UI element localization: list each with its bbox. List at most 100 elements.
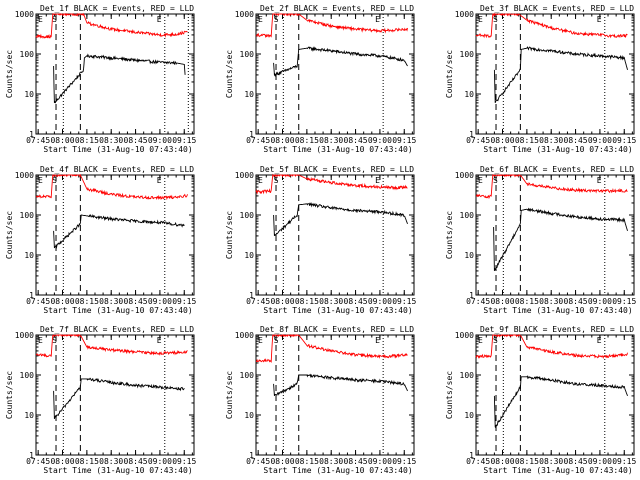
chart-title: Det_2f BLACK = Events, RED = LLD — [260, 4, 414, 13]
x-axis-label: Start Time (31-Aug-10 07:43:40) — [263, 466, 412, 475]
chart-title: Det_8f BLACK = Events, RED = LLD — [260, 325, 414, 334]
e-marker-label: E — [258, 336, 263, 345]
x-axis-label: Start Time (31-Aug-10 07:43:40) — [263, 145, 412, 154]
x-tick-label: 07:45 — [246, 297, 270, 306]
x-tick-label: 07:45 — [466, 297, 490, 306]
x-tick-label: 08:00 — [490, 457, 514, 466]
y-tick-label: 10 — [464, 411, 474, 420]
x-tick-label: 08:45 — [124, 297, 148, 306]
e-marker-label: E — [38, 336, 43, 345]
chart-panel: Det_6f BLACK = Events, RED = LLD Counts/s… — [445, 165, 636, 315]
lld-series-line — [255, 173, 408, 195]
y-tick-label: 10 — [24, 411, 34, 420]
y-tick-label: 10 — [464, 90, 474, 99]
x-tick-label: 09:15 — [392, 136, 416, 145]
s-marker-label: S — [52, 176, 57, 185]
x-tick-label: 08:00 — [270, 457, 294, 466]
y-tick-label: 10 — [464, 251, 474, 260]
e-marker-label: E — [375, 176, 380, 185]
x-tick-label: 08:45 — [564, 136, 588, 145]
y-tick-label: 1 — [29, 451, 34, 460]
x-tick-label: 07:45 — [466, 457, 490, 466]
y-tick-label: 1 — [469, 291, 474, 300]
e-marker-label: E — [157, 15, 162, 24]
x-tick-label: 08:15 — [75, 457, 99, 466]
y-axis-label: Counts/sec — [445, 211, 454, 259]
y-tick-label: 100 — [240, 211, 255, 220]
chart-panel: Det_4f BLACK = Events, RED = LLD Counts/s… — [5, 165, 196, 315]
y-tick-label: 10 — [24, 90, 34, 99]
e-marker-label: E — [478, 176, 483, 185]
y-tick-label: 1000 — [235, 331, 254, 340]
chart-title: Det_7f BLACK = Events, RED = LLD — [40, 325, 194, 334]
y-axis-label: Counts/sec — [5, 50, 14, 98]
x-axis-label: Start Time (31-Aug-10 07:43:40) — [483, 145, 632, 154]
chart-panel: Det_8f BLACK = Events, RED = LLD Counts/s… — [225, 325, 416, 475]
x-tick-label: 08:15 — [295, 457, 319, 466]
y-axis-label: Counts/sec — [445, 371, 454, 419]
x-tick-label: 09:00 — [368, 136, 392, 145]
x-tick-label: 08:30 — [319, 457, 343, 466]
y-tick-label: 10 — [24, 251, 34, 260]
y-tick-label: 100 — [240, 371, 255, 380]
events-series-line — [273, 373, 408, 397]
x-tick-label: 08:00 — [50, 136, 74, 145]
x-tick-label: 08:30 — [99, 297, 123, 306]
chart-title: Det_6f BLACK = Events, RED = LLD — [480, 165, 634, 174]
y-tick-label: 10 — [244, 411, 254, 420]
x-tick-label: 08:00 — [50, 457, 74, 466]
x-tick-label: 08:45 — [124, 457, 148, 466]
e-marker-label: E — [478, 15, 483, 24]
x-tick-label: 09:15 — [172, 297, 196, 306]
events-series-line — [53, 53, 186, 104]
s-marker-label: S — [274, 176, 279, 185]
events-series-line — [53, 214, 185, 249]
events-series-line — [493, 207, 628, 272]
y-tick-label: 10 — [244, 90, 254, 99]
plot-frame — [475, 334, 635, 456]
plot-frame — [35, 174, 195, 296]
x-tick-label: 07:45 — [246, 457, 270, 466]
lld-series-line — [475, 334, 628, 359]
chart-panel: Det_1f BLACK = Events, RED = LLD Counts/s… — [5, 4, 196, 154]
y-tick-label: 100 — [20, 371, 35, 380]
y-tick-label: 1000 — [15, 10, 34, 19]
x-tick-label: 08:45 — [344, 136, 368, 145]
y-axis-label: Counts/sec — [225, 211, 234, 259]
plot-frame — [35, 13, 195, 135]
e-marker-label: E — [157, 336, 162, 345]
y-tick-label: 10 — [244, 251, 254, 260]
x-tick-label: 08:00 — [490, 136, 514, 145]
x-tick-label: 08:00 — [490, 297, 514, 306]
y-tick-label: 1000 — [455, 171, 474, 180]
e-marker-label: E — [597, 176, 602, 185]
y-tick-label: 100 — [240, 50, 255, 59]
x-tick-label: 08:30 — [99, 136, 123, 145]
x-tick-label: 08:15 — [295, 297, 319, 306]
y-tick-label: 100 — [460, 211, 475, 220]
y-tick-label: 1000 — [455, 331, 474, 340]
x-tick-label: 09:00 — [148, 136, 172, 145]
x-tick-label: 07:45 — [26, 136, 50, 145]
x-tick-label: 09:00 — [148, 457, 172, 466]
y-tick-label: 1 — [249, 130, 254, 139]
y-axis-label: Counts/sec — [225, 50, 234, 98]
x-tick-label: 08:15 — [515, 297, 539, 306]
e-marker-label: E — [157, 176, 162, 185]
x-tick-label: 08:30 — [319, 297, 343, 306]
y-tick-label: 1 — [249, 291, 254, 300]
plot-frame — [255, 334, 415, 456]
x-axis-label: Start Time (31-Aug-10 07:43:40) — [43, 466, 192, 475]
x-tick-label: 09:00 — [368, 457, 392, 466]
y-tick-label: 1 — [469, 451, 474, 460]
y-tick-label: 100 — [460, 50, 475, 59]
s-marker-label: S — [52, 15, 57, 24]
y-tick-label: 1000 — [235, 171, 254, 180]
x-tick-label: 08:30 — [319, 136, 343, 145]
e-marker-label: E — [597, 15, 602, 24]
x-tick-label: 08:45 — [344, 457, 368, 466]
x-tick-label: 09:15 — [612, 136, 636, 145]
chart-panel: Det_5f BLACK = Events, RED = LLD Counts/s… — [225, 165, 416, 315]
chart-title: Det_3f BLACK = Events, RED = LLD — [480, 4, 634, 13]
lld-series-line — [255, 13, 408, 39]
